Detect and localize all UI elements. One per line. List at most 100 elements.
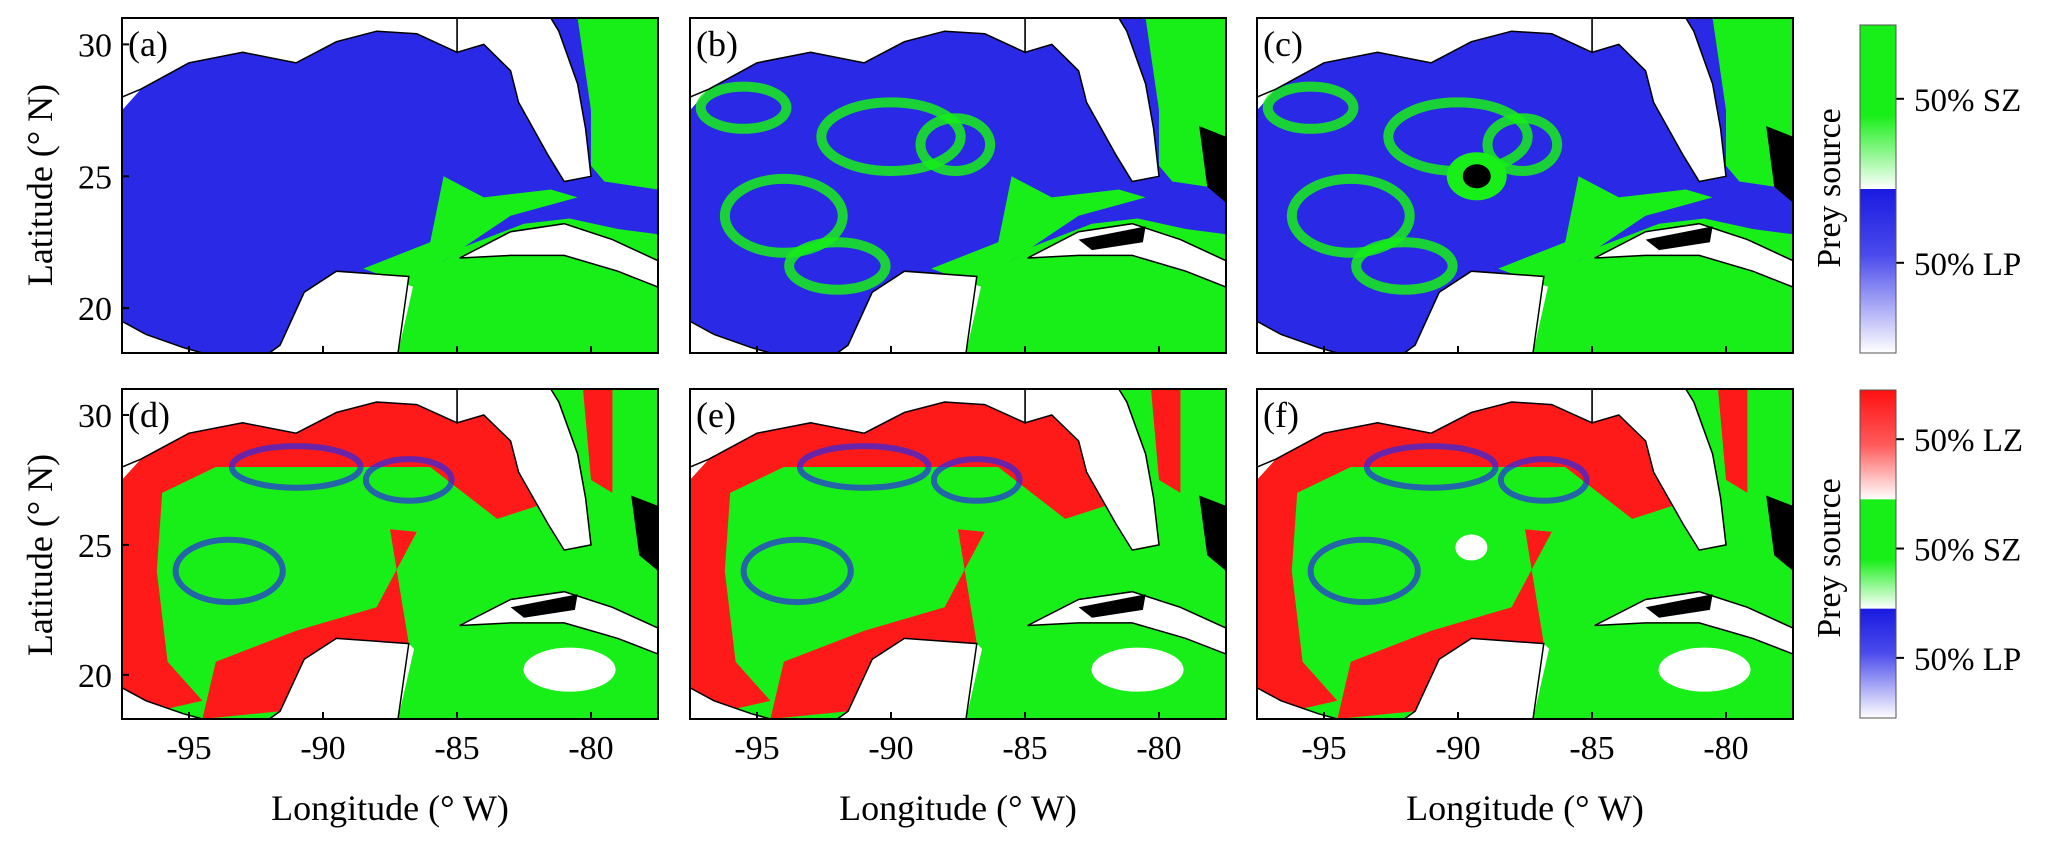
x-tick-label--90: -90 [300,730,345,767]
panel-e-coastal-band [690,402,1106,719]
panel-e-mexico [690,686,771,719]
panel-c-florida [1591,18,1727,183]
panel-e-campeche-band [770,529,985,719]
panel-d-yucatan [268,637,410,719]
panel-d-frame [121,388,659,720]
panel-f-cuba-shelf [1645,594,1713,618]
colorbars: 50% SZ 50% LP 50% LZ 50% SZ 50% LP [1859,24,2023,719]
panel-c-cuba [1594,222,1793,288]
panel-c-ring-core [1462,164,1491,189]
x-tick-label--95: -95 [734,730,779,767]
x-tick-label--80: -80 [1136,730,1181,767]
panel-f-cuba [1594,590,1793,655]
colorbar-bottom-label-0: 50% LZ [1914,423,2023,459]
panel-f-campeche-band [1337,529,1552,719]
panel-c-bahamas [1766,126,1793,203]
panel-e-eddy-1 [930,456,1023,504]
panel-b-loop-current [931,176,1146,288]
colorbar-label-top: Prey source [1811,108,1848,268]
panel-b-frame [689,17,1227,354]
panel-b-eddy-0 [719,173,848,258]
panel-b-map [690,18,1226,353]
panel-e-carib-blank [1091,647,1184,692]
x-tick-label--80: -80 [568,730,613,767]
panel-c-eddy-4 [1482,113,1563,176]
panel-f-yucatan [1403,637,1545,719]
panel-a-letter: (a) [128,24,168,64]
panel-b-letter: (b) [696,24,738,64]
panel-d-coastal-band [122,402,538,719]
panel-d-bahamas [631,495,658,571]
panel-b-yucatan [836,270,978,353]
panel-c-mexico [1257,320,1338,353]
panel-c-frame [1256,17,1794,354]
map-panels: (a) 20 25 30 (b) (c) (d) 20 25 30 -95 -90 -85 -80 (e) -… [78,17,1794,767]
panel-e-atlantic-band [1151,389,1181,493]
panel-e-frame [689,388,1227,720]
panel-e-yucatan [836,637,978,719]
colorbar-top-frame [1859,24,1897,354]
panel-c-loop-current [1498,176,1713,288]
panel-b-eddy-3 [784,237,891,295]
panel-d-eddy-0 [228,443,364,491]
panel-f-eddy-0 [1363,443,1499,491]
panel-e-letter: (e) [696,395,736,435]
panel-a-mexico [122,320,203,353]
y-axis-label-bottom: Latitude (° N) [20,454,60,656]
panel-f-eddy-2 [1307,536,1421,606]
x-axis-label-d: Longitude (° W) [271,788,509,828]
panel-d-atlantic-band [583,389,613,493]
panel-a-yucatan [268,270,410,353]
x-tick-label--95: -95 [1301,730,1346,767]
colorbar-bottom-label-2: 50% LP [1914,642,2021,678]
panel-d-campeche-band [202,529,417,719]
y-tick-label-20: 20 [78,291,112,328]
panel-e-florida [1024,389,1160,551]
panel-b-eddy-4 [915,113,996,176]
panel-e-eddy-0 [796,443,932,491]
panel-f-us-coast [1257,389,1593,468]
panel-d-carib-blank [523,647,616,692]
panel-f-coastal-band [1257,402,1673,719]
panel-b-eddy-2 [695,81,792,134]
panel-f-mexico [1257,686,1338,719]
panel-b-us-coast [690,18,1026,98]
x-tick-label--90: -90 [1435,730,1480,767]
panel-e-cuba-shelf [1078,594,1146,618]
panel-c: (c) [1256,17,1794,354]
panel-d-florida [456,389,592,551]
panel-b-eddy-1 [816,97,966,176]
panel-f-carib-blank [1658,647,1751,692]
x-tick-label--95: -95 [166,730,211,767]
panel-a-frame [121,17,659,354]
x-tick-label--80: -80 [1703,730,1748,767]
colorbar-top-label-1: 50% LP [1914,247,2021,283]
panel-f-map [1257,389,1793,719]
colorbar-top-segment-1 [1860,189,1896,353]
panel-e-bahamas [1199,495,1226,571]
x-axis-label-e: Longitude (° W) [839,788,1077,828]
panel-c-cuba-shelf [1645,226,1713,251]
panel-e-us-coast [690,389,1026,468]
x-tick-label--85: -85 [434,730,479,767]
panel-d-mexico [122,686,203,719]
panel-f: (f) -95 -90 -85 -80 [1256,388,1794,767]
colorbar-bottom-segment-0 [1860,390,1896,500]
panel-d-us-coast [122,389,458,468]
panel-f-letter: (f) [1263,395,1299,435]
panel-a-us-coast [122,18,458,98]
panel-f-florida [1591,389,1727,551]
y-axis-label-top: Latitude (° N) [20,84,60,286]
panel-c-yucatan [1403,270,1545,353]
panel-a-atlantic [577,18,658,190]
colorbar-bottom-label-1: 50% SZ [1914,533,2021,569]
panel-c-letter: (c) [1263,24,1303,64]
colorbar-label-bottom: Prey source [1811,478,1848,638]
panel-d-letter: (d) [128,395,170,435]
y-tick-label-25: 25 [78,528,112,565]
panel-e-map [690,389,1226,719]
panel-e-eddy-2 [740,536,854,606]
panel-a-florida [456,18,592,183]
colorbar-bottom-frame [1859,389,1897,719]
